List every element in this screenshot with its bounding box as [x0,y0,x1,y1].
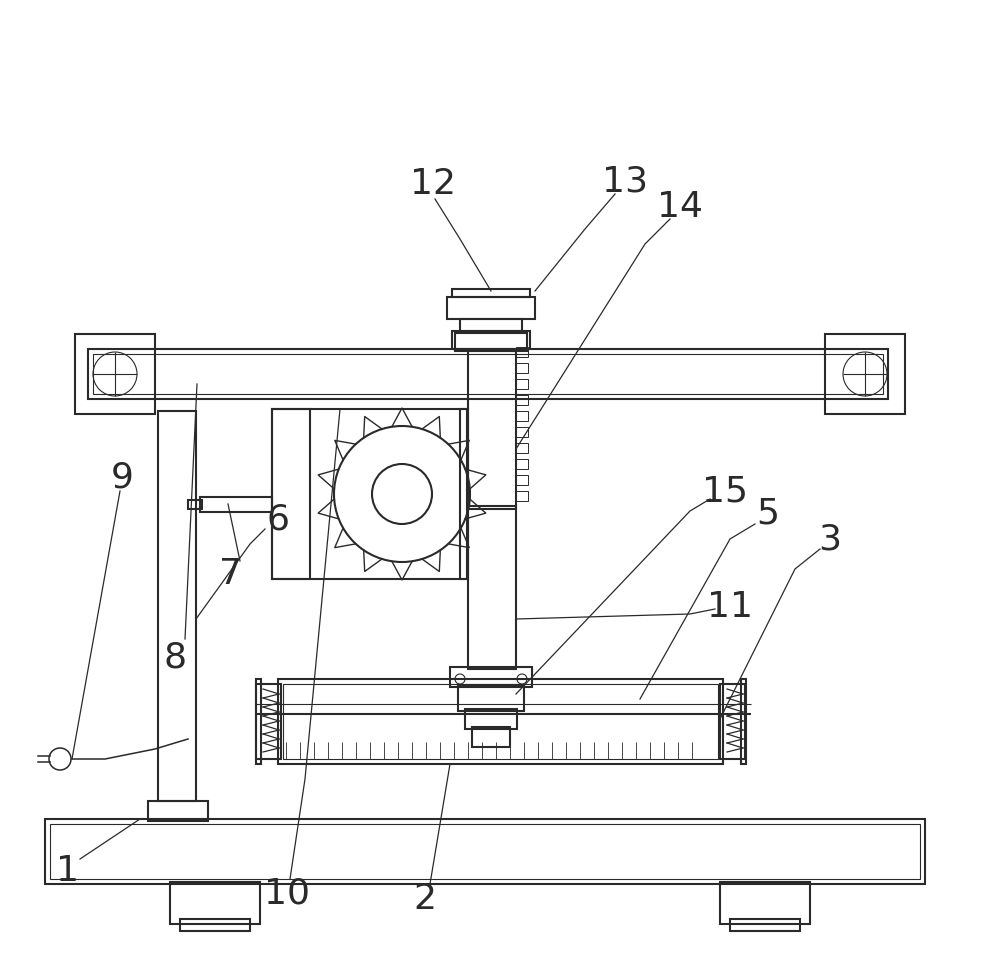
Bar [200,497,272,512]
Bar [278,679,723,764]
Bar [450,667,532,687]
Bar [148,801,208,821]
Text: 15: 15 [702,474,748,508]
Bar [75,334,155,414]
Bar [516,491,528,501]
Text: 3: 3 [818,522,842,556]
Bar [256,684,281,759]
Bar [170,882,260,924]
Bar [455,333,527,351]
Bar [720,684,745,759]
Bar [720,882,810,924]
Bar [516,459,528,469]
Bar [158,411,196,801]
Bar [741,679,746,764]
Bar [460,409,468,579]
Bar [180,919,250,931]
Text: 8: 8 [163,640,187,674]
Bar [516,443,528,453]
Bar [272,409,310,579]
Bar [93,354,883,394]
Bar [516,347,528,357]
Text: 13: 13 [602,164,648,198]
Bar [468,506,516,669]
Bar [516,427,528,437]
Bar [730,919,800,931]
Bar [516,475,528,485]
Bar [272,409,467,579]
Bar [50,824,920,879]
Text: 11: 11 [707,590,753,624]
Bar [465,709,517,729]
Text: 12: 12 [410,167,456,201]
Bar [188,500,202,509]
Text: 1: 1 [56,854,80,888]
Text: 7: 7 [218,557,242,591]
Text: 14: 14 [657,190,703,224]
Text: 5: 5 [757,497,780,531]
Text: 6: 6 [266,502,290,536]
Bar [460,319,522,331]
Text: 9: 9 [111,460,133,494]
Bar [283,684,718,759]
Bar [516,379,528,389]
Text: 2: 2 [414,882,436,916]
Bar [468,351,516,509]
Bar [447,297,535,319]
Text: 10: 10 [264,877,310,911]
Bar [256,679,261,764]
Bar [88,349,888,399]
Bar [825,334,905,414]
Bar [516,395,528,405]
Bar [452,331,530,349]
Bar [452,289,530,297]
Bar [472,727,510,747]
Bar [516,363,528,373]
Bar [516,411,528,421]
Bar [458,685,524,711]
Bar [45,819,925,884]
